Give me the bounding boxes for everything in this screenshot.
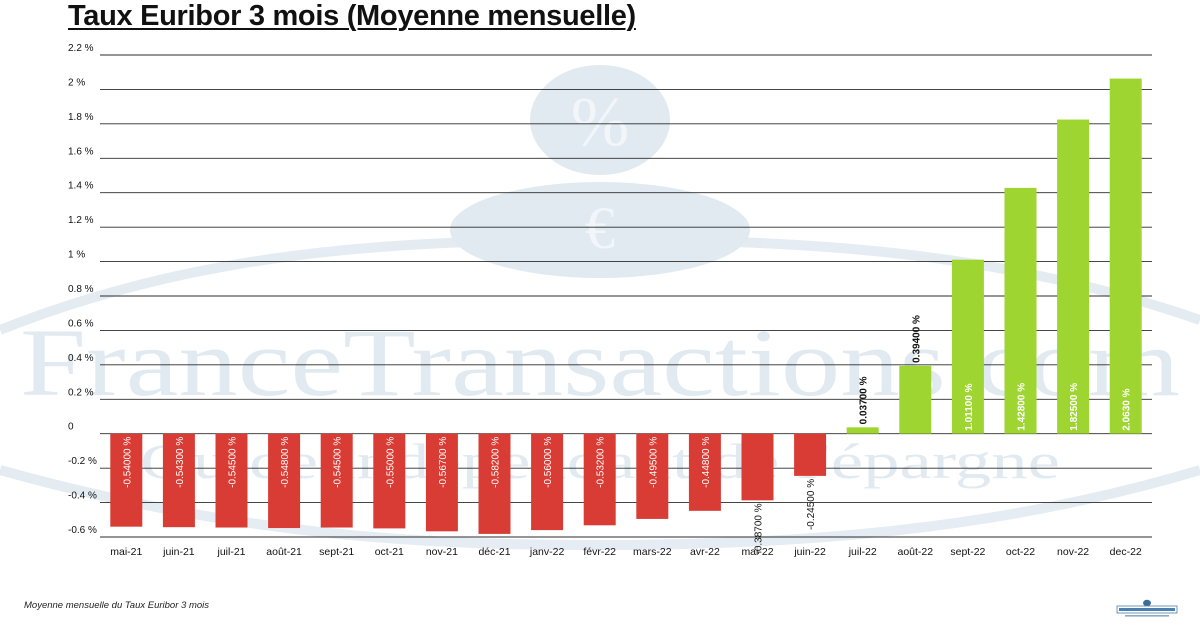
x-tick-label: août-22 (897, 546, 933, 558)
bar-data-label: 0.39400 % (911, 315, 922, 363)
bar (373, 433, 406, 529)
bar (268, 433, 301, 529)
y-tick-label: -0.4 % (68, 491, 97, 502)
bar-data-label: 1.01100 % (964, 383, 975, 430)
bar (110, 433, 143, 527)
bar (636, 433, 669, 519)
bar-data-label: -0.38700 % (754, 503, 765, 554)
bar-data-label: -0.56000 % (543, 437, 554, 488)
bar-data-label: -0.49500 % (648, 437, 659, 488)
bar-data-label: -0.54500 % (228, 437, 239, 488)
bar-data-label: -0.55000 % (385, 437, 396, 488)
x-tick-label: sept-21 (319, 546, 354, 558)
bar (741, 433, 774, 501)
bar-data-label: 1.82500 % (1069, 383, 1080, 431)
x-tick-label: déc-21 (478, 546, 510, 558)
x-tick-label: dec-22 (1110, 546, 1142, 558)
bar-data-label: -0.54000 % (122, 437, 133, 488)
y-tick-label: 0.8 % (68, 284, 94, 295)
bar (531, 433, 564, 531)
x-tick-label: janv-22 (529, 546, 565, 558)
bar-data-labels: -0.54000 % -0.54300 % -0.54500 % -0.54800 %… (122, 315, 1132, 555)
bar-data-label: -0.53200 % (596, 437, 607, 488)
bar (1004, 187, 1037, 434)
x-tick-label: juil-22 (848, 546, 877, 558)
x-tick-label: juin-22 (793, 546, 826, 558)
gridlines (100, 54, 1152, 538)
x-tick-label: sept-22 (950, 546, 985, 558)
y-tick-label: -0.2 % (68, 456, 97, 467)
bar (583, 433, 616, 526)
x-tick-label: mai-21 (110, 546, 142, 558)
y-tick-label: 1.6 % (68, 146, 94, 157)
y-tick-label: 0 (68, 422, 74, 433)
bar-data-label: -0.56700 % (438, 437, 449, 488)
x-axis-tick-labels: mai-21 juin-21 juil-21 août-21 sept-21 oct-21… (110, 546, 1142, 558)
y-tick-label: 0.4 % (68, 353, 94, 364)
x-tick-label: juin-21 (162, 546, 195, 558)
chart-caption: Moyenne mensuelle du Taux Euribor 3 mois (24, 600, 209, 611)
y-axis-tick-labels: -0.6 % -0.4 % -0.2 % 0 0.2 % 0.4 % 0.6 % 0.8 % 1… (68, 43, 97, 536)
bar (478, 433, 511, 534)
y-tick-label: 0.6 % (68, 318, 94, 329)
y-tick-label: 1.4 % (68, 181, 94, 192)
bars (110, 78, 1142, 534)
y-tick-label: 1.2 % (68, 215, 94, 226)
bar-data-label: 0.03700 % (859, 376, 870, 424)
bar (320, 433, 353, 528)
bar-data-label: -0.54800 % (280, 437, 291, 488)
x-tick-label: juil-21 (216, 546, 245, 558)
bar (1109, 78, 1142, 434)
bar (951, 259, 984, 434)
bar (215, 433, 248, 528)
chart-title: Taux Euribor 3 mois (Moyenne mensuelle) (68, 0, 636, 32)
x-tick-label: oct-21 (375, 546, 404, 558)
bar-data-label: 2.0630 % (1122, 388, 1133, 430)
x-tick-label: mars-22 (633, 546, 672, 558)
bar (688, 433, 721, 511)
bar-data-label: -0.44800 % (701, 437, 712, 488)
x-tick-label: mai-22 (741, 546, 773, 558)
brand-logo-tagline (1125, 615, 1169, 617)
x-tick-label: oct-22 (1006, 546, 1035, 558)
bar (162, 433, 195, 528)
bar (899, 365, 932, 434)
bar-data-label: -0.54300 % (175, 437, 186, 488)
bar (846, 427, 879, 434)
x-tick-label: nov-21 (426, 546, 458, 558)
y-tick-label: 2 % (68, 77, 85, 88)
brand-logo[interactable] (1116, 599, 1178, 619)
y-tick-label: 0.2 % (68, 387, 94, 398)
x-tick-label: nov-22 (1057, 546, 1089, 558)
x-tick-label: août-21 (266, 546, 302, 558)
y-tick-label: 1.8 % (68, 112, 94, 123)
bar-data-label: -0.24500 % (806, 479, 817, 530)
y-tick-label: 1 % (68, 250, 85, 261)
y-tick-label: 2.2 % (68, 43, 94, 54)
x-tick-label: avr-22 (690, 546, 720, 558)
bar (794, 433, 827, 476)
bar (1057, 119, 1090, 434)
bar-data-label: 1.42800 % (1017, 383, 1028, 431)
bar (425, 433, 458, 532)
y-tick-label: -0.6 % (68, 525, 97, 536)
bar-data-label: -0.58200 % (491, 437, 502, 488)
x-tick-label: févr-22 (583, 546, 616, 558)
bar-data-label: -0.54500 % (333, 437, 344, 488)
brand-logo-coin-icon (1143, 599, 1151, 607)
brand-logo-wordmark (1119, 608, 1175, 611)
